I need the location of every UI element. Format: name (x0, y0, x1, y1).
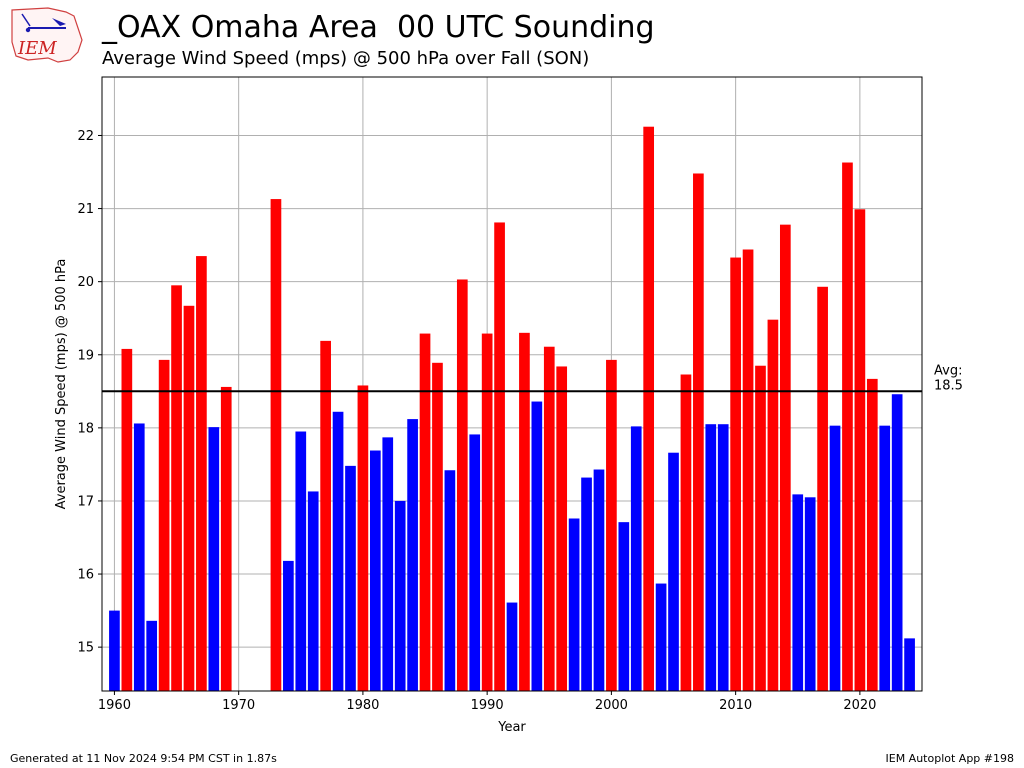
bar-1977 (320, 340, 331, 691)
y-tick-label: 18 (77, 421, 94, 436)
x-tick-label: 2000 (595, 698, 628, 713)
bar-1969 (220, 386, 232, 691)
axis-ticks: 15 16 17 18 19 20 21 22 1960 1970 1980 1990 2000 2010… (77, 129, 876, 713)
bar-1991 (494, 222, 505, 691)
bar-2016 (804, 497, 816, 691)
bar-1974 (283, 560, 294, 691)
bar-2011 (742, 249, 754, 691)
bar-2008 (705, 424, 717, 691)
bar-1961 (121, 348, 133, 691)
bar-1987 (444, 470, 456, 691)
bar-1976 (307, 491, 319, 691)
y-tick-label: 22 (77, 129, 94, 144)
x-tick-label: 1990 (471, 698, 504, 713)
bar-1989 (469, 434, 481, 691)
bar-1997 (568, 518, 580, 691)
bar-2020 (854, 209, 866, 692)
bar-1992 (506, 602, 518, 691)
bar-1967 (196, 256, 207, 691)
bar-1982 (382, 437, 394, 691)
bar-1975 (295, 431, 307, 691)
bar-1973 (270, 199, 282, 692)
bar-1960 (109, 610, 120, 691)
y-tick-label: 16 (77, 568, 94, 583)
svg-text:IEM: IEM (17, 38, 57, 59)
chart-title: _OAX Omaha Area 00 UTC Sounding (102, 10, 655, 45)
bar-2002 (630, 426, 642, 691)
app-id-label: IEM Autoplot App #198 (885, 752, 1015, 765)
y-tick-label: 17 (77, 494, 94, 509)
bar-1994 (531, 401, 543, 691)
y-axis-label: Average Wind Speed (mps) @ 500 hPa (54, 259, 69, 510)
bar-1964 (158, 359, 170, 691)
bar-2022 (879, 425, 891, 691)
bar-1963 (146, 620, 158, 691)
x-tick-label: 2020 (843, 698, 876, 713)
bar-1968 (208, 427, 220, 691)
bar-1998 (581, 477, 592, 691)
bar-2001 (618, 522, 630, 691)
x-tick-label: 2010 (719, 698, 752, 713)
bar-1999 (593, 469, 605, 691)
bar-1978 (332, 411, 344, 691)
bar-2018 (829, 425, 841, 691)
bar-2013 (767, 319, 779, 691)
bar-1984 (407, 419, 418, 691)
bar-2014 (779, 224, 791, 691)
y-tick-label: 20 (77, 275, 94, 290)
plot-frame (101, 76, 923, 692)
y-tick-label: 19 (77, 348, 94, 363)
y-tick-label: 21 (77, 202, 94, 217)
bar-2007 (693, 173, 704, 691)
bar-1990 (481, 333, 493, 691)
y-tick-label: 15 (77, 641, 94, 656)
average-label: Avg: 18.5 (934, 363, 963, 393)
bar-2005 (668, 452, 679, 691)
bar-2004 (655, 583, 667, 691)
x-tick-label: 1980 (346, 698, 379, 713)
bar-2021 (866, 378, 878, 691)
chart-subtitle: Average Wind Speed (mps) @ 500 hPa over … (102, 48, 590, 69)
bar-2024 (904, 638, 915, 691)
bar-2009 (717, 424, 729, 691)
bar-1962 (133, 423, 145, 691)
bar-1993 (519, 332, 530, 691)
bar-1985 (419, 333, 431, 691)
iem-logo: IEM (11, 7, 83, 63)
bar-1966 (183, 305, 195, 691)
bar-1979 (345, 465, 356, 691)
bar-1988 (456, 279, 468, 691)
x-axis-label: Year (497, 720, 526, 735)
bar-2006 (680, 374, 692, 691)
bar-1980 (357, 385, 369, 691)
bar-2003 (643, 126, 655, 691)
bars (109, 126, 915, 692)
bar-2015 (792, 494, 804, 691)
bar-2023 (891, 394, 903, 691)
bar-1996 (556, 366, 568, 691)
bar-2000 (606, 359, 617, 691)
bar-2017 (817, 286, 828, 691)
bar-1995 (543, 346, 555, 691)
bar-2019 (842, 162, 853, 691)
bar-1965 (171, 285, 182, 691)
bar-2012 (755, 365, 766, 691)
average-line-group: Avg: 18.5 (102, 363, 963, 393)
generated-timestamp: Generated at 11 Nov 2024 9:54 PM CST in … (10, 752, 277, 765)
bar-2010 (730, 257, 741, 691)
bar-1981 (369, 450, 381, 691)
bar-1983 (394, 500, 406, 691)
x-tick-label: 1970 (222, 698, 255, 713)
x-tick-label: 1960 (98, 698, 131, 713)
bar-1986 (432, 362, 443, 691)
